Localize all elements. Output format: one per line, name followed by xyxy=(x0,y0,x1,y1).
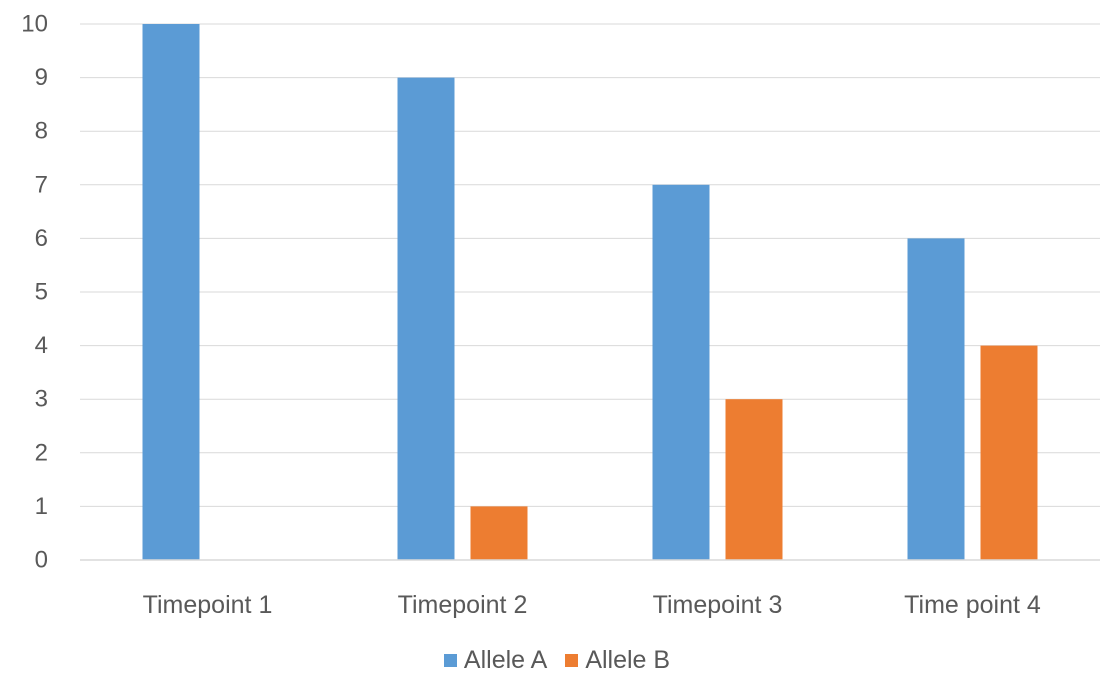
legend-item-series-b: Allele B xyxy=(565,646,670,675)
y-tick-label: 5 xyxy=(35,279,48,306)
legend-label-series-b: Allele B xyxy=(585,646,671,674)
bars xyxy=(142,24,1038,561)
bar-series-a-1 xyxy=(142,24,200,560)
x-category-label: Timepoint 1 xyxy=(143,591,273,619)
legend-item-series-a: Allele A xyxy=(443,646,548,675)
y-tick-label: 6 xyxy=(35,225,48,252)
y-tick-label: 1 xyxy=(35,493,48,520)
legend-swatch-series-a xyxy=(443,654,457,667)
y-tick-label: 8 xyxy=(35,118,48,145)
x-category-label: Timepoint 2 xyxy=(398,591,528,619)
y-tick-label: 3 xyxy=(35,386,48,413)
y-tick-label: 4 xyxy=(35,332,48,359)
bar-series-a-2 xyxy=(397,77,455,560)
bar-series-b-4 xyxy=(980,345,1038,560)
y-tick-label: 2 xyxy=(35,439,48,466)
y-tick-label: 0 xyxy=(35,547,48,574)
legend-swatch-series-b xyxy=(565,654,579,667)
x-axis-category-labels: Timepoint 1 Timepoint 2 Timepoint 3 Time po… xyxy=(143,591,1041,619)
x-category-label: Timepoint 3 xyxy=(653,591,783,619)
gridlines xyxy=(80,23,1100,507)
bar-series-b-3 xyxy=(725,399,783,560)
legend-label-series-a: Allele A xyxy=(463,646,548,674)
y-axis-tick-labels: 0 1 2 3 4 5 6 7 8 9 10 xyxy=(21,11,48,574)
y-tick-label: 7 xyxy=(35,171,48,198)
y-tick-label: 10 xyxy=(21,11,48,38)
bar-series-a-3 xyxy=(652,184,710,561)
bar-series-b-2 xyxy=(470,506,528,560)
legend: Allele A Allele B xyxy=(0,646,1114,675)
bar-series-a-4 xyxy=(907,238,965,560)
y-tick-label: 9 xyxy=(35,64,48,91)
x-category-label: Time point 4 xyxy=(904,591,1041,619)
